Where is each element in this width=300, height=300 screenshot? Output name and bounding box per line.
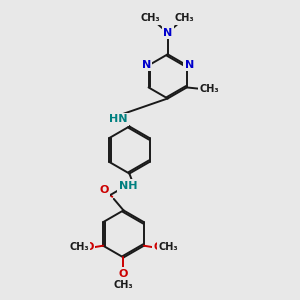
Text: CH₃: CH₃ — [114, 280, 133, 290]
Text: O: O — [119, 269, 128, 279]
Text: NH: NH — [119, 181, 137, 190]
Text: N: N — [184, 60, 194, 70]
Text: N: N — [163, 28, 172, 38]
Text: CH₃: CH₃ — [141, 14, 160, 23]
Text: O: O — [85, 242, 94, 252]
Text: CH₃: CH₃ — [158, 242, 178, 252]
Text: N: N — [142, 60, 151, 70]
Text: CH₃: CH₃ — [69, 242, 89, 252]
Text: CH₃: CH₃ — [175, 14, 195, 23]
Text: O: O — [100, 185, 109, 195]
Text: CH₃: CH₃ — [199, 84, 219, 94]
Text: HN: HN — [109, 114, 128, 124]
Text: O: O — [153, 242, 162, 252]
